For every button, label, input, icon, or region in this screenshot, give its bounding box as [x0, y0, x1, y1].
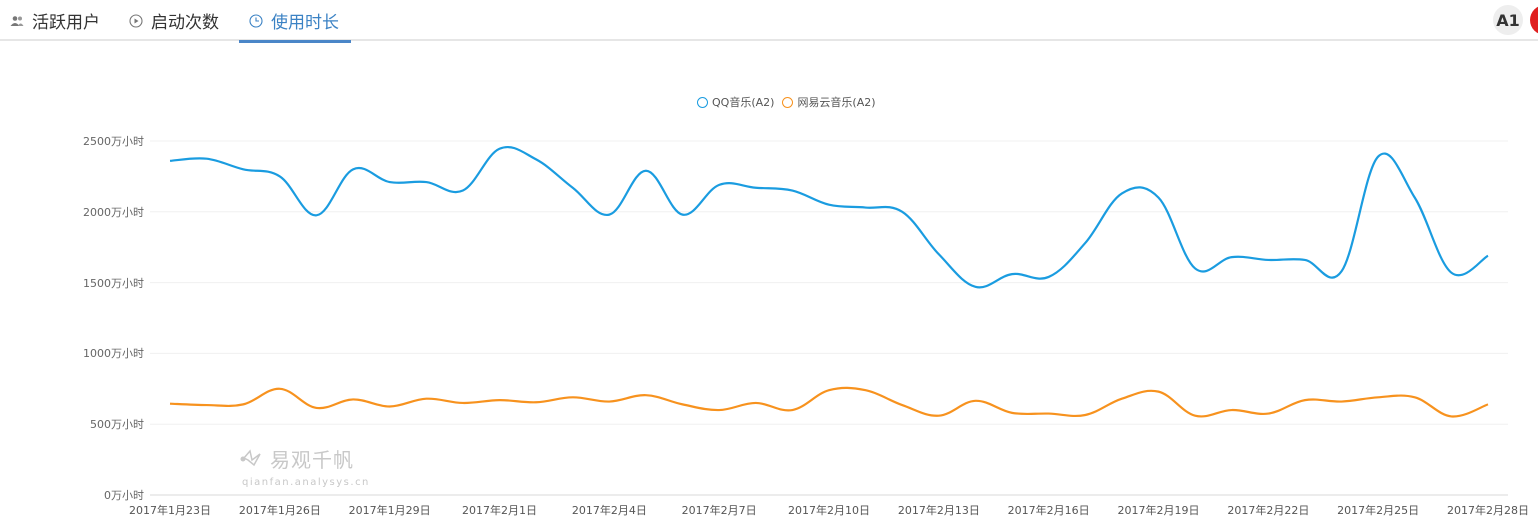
watermark-url: qianfan.analysys.cn: [242, 477, 370, 488]
sail-logo-icon: [240, 448, 261, 466]
x-tick-label: 2017年2月1日: [462, 504, 537, 517]
y-tick-label: 500万小时: [90, 418, 144, 432]
tab-bar: 活跃用户 启动次数 使用时长 A1: [0, 0, 1538, 43]
x-tick-label: 2017年2月16日: [1007, 504, 1090, 517]
y-tick-label: 0万小时: [104, 489, 144, 502]
x-tick-label: 2017年2月10日: [788, 504, 870, 517]
series-line-netease[interactable]: [169, 386, 1489, 418]
x-tick-label: 2017年2月4日: [571, 504, 647, 517]
tab-label: 启动次数: [151, 13, 219, 33]
y-tick-label: 1500万小时: [83, 276, 144, 290]
tab-label: 使用时长: [271, 13, 339, 33]
legend-label: 网易云音乐(A2): [797, 96, 876, 109]
x-tick-label: 2017年2月25日: [1337, 504, 1420, 517]
watermark-brand: 易观千帆: [270, 448, 354, 472]
notification-icon[interactable]: [1530, 5, 1538, 35]
legend-item-qq[interactable]: QQ音乐(A2): [697, 94, 774, 110]
tab-launches[interactable]: 启动次数: [129, 0, 219, 41]
x-tick-label: 2017年2月28日: [1447, 504, 1529, 517]
users-icon: [10, 14, 24, 28]
play-circle-icon: [129, 13, 143, 28]
legend-circle-icon: [782, 96, 794, 108]
series-line-qq[interactable]: [169, 145, 1489, 289]
x-tick-label: 2017年2月7日: [681, 504, 757, 517]
y-tick-label: 2000万小时: [83, 205, 144, 219]
x-tick-label: 2017年1月29日: [348, 504, 431, 517]
clock-icon: [249, 13, 263, 28]
tab-active-users[interactable]: 活跃用户: [10, 0, 100, 41]
y-tick-label: 2500万小时: [83, 135, 144, 148]
tab-label: 活跃用户: [32, 13, 100, 33]
y-tick-label: 1000万小时: [83, 347, 144, 361]
x-tick-label: 2017年1月26日: [238, 504, 321, 517]
legend-item-netease[interactable]: 网易云音乐(A2): [782, 94, 876, 110]
x-tick-label: 2017年2月13日: [897, 504, 980, 517]
chart-legend: QQ音乐(A2) 网易云音乐(A2): [697, 94, 884, 110]
app-badge[interactable]: A1: [1493, 5, 1523, 35]
tab-usage-time[interactable]: 使用时长: [239, 0, 351, 43]
x-tick-label: 2017年2月22日: [1227, 504, 1310, 517]
legend-label: QQ音乐(A2): [712, 96, 775, 109]
x-tick-label: 2017年2月19日: [1117, 504, 1200, 517]
x-tick-label: 2017年1月23日: [129, 504, 211, 517]
legend-circle-icon: [697, 96, 708, 108]
watermark: 易观千帆 qianfan.analysys.cn: [240, 444, 370, 488]
